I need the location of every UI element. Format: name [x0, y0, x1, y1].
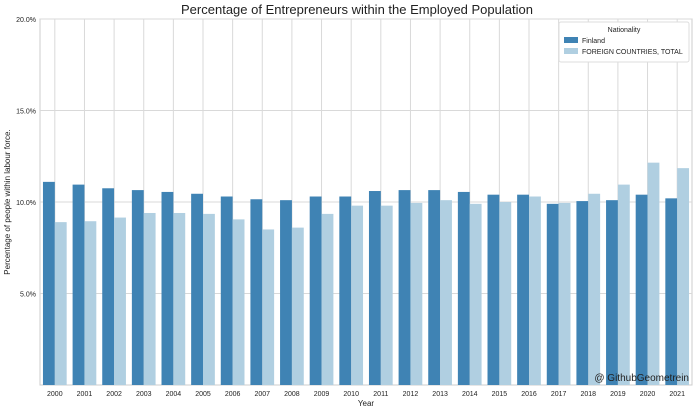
x-tick-label: 2016 [521, 391, 537, 398]
bar-foreign-2005 [203, 213, 215, 385]
bar-finland-2020 [635, 194, 648, 385]
x-tick-label: 2006 [225, 391, 241, 398]
legend-box [558, 21, 690, 63]
bar-finland-2015 [487, 194, 500, 385]
bar-finland-2000 [42, 181, 55, 385]
bar-foreign-2015 [499, 202, 512, 385]
bar-finland-2002 [102, 188, 115, 385]
x-tick-labels: 2000 2001 2002 2003 2004 2005 2006 2007 2008 2009… [47, 391, 685, 398]
bar-finland-2017 [546, 203, 559, 385]
bar-finland-2019 [606, 200, 618, 385]
y-tick-label: 10.0% [16, 200, 36, 207]
bars [42, 162, 690, 385]
bar-foreign-2021 [677, 168, 690, 385]
bar-foreign-2020 [647, 162, 660, 385]
bar-finland-2007 [250, 199, 263, 385]
bar-foreign-2009 [321, 213, 334, 385]
y-tick-label: 15.0% [16, 109, 36, 116]
bar-foreign-2010 [351, 205, 364, 385]
bar-foreign-2006 [232, 219, 245, 385]
bar-finland-2009 [309, 196, 322, 385]
x-tick-label: 2000 [47, 391, 63, 398]
x-tick-label: 2011 [373, 391, 388, 398]
legend-title: Nationality [608, 27, 641, 34]
legend-swatch-finland [564, 37, 578, 43]
chart-title: Percentage of Entrepreneurs within the E… [181, 2, 533, 17]
bar-foreign-2008 [291, 227, 304, 385]
bar-foreign-2001 [84, 221, 97, 385]
x-tick-label: 2012 [403, 391, 419, 398]
bar-foreign-2012 [410, 202, 423, 385]
x-tick-label: 2001 [77, 391, 93, 398]
bar-finland-2011 [368, 191, 381, 385]
bar-finland-2014 [457, 191, 470, 385]
bar-foreign-2016 [529, 196, 541, 385]
bar-finland-2006 [220, 196, 233, 385]
bar-foreign-2019 [617, 184, 630, 385]
x-tick-label: 2002 [106, 391, 122, 398]
bar-finland-2010 [339, 196, 352, 385]
x-tick-label: 2003 [136, 391, 152, 398]
x-axis-label: Year [358, 399, 375, 408]
x-tick-label: 2004 [166, 391, 182, 398]
x-tick-label: 2009 [314, 391, 330, 398]
x-tick-label: 2020 [640, 391, 656, 398]
x-tick-label: 2015 [492, 391, 508, 398]
bar-finland-2005 [191, 193, 203, 385]
y-tick-labels: 5.0% 10.0% 15.0% 20.0% [16, 17, 36, 299]
bar-foreign-2000 [54, 222, 67, 385]
x-tick-label: 2010 [343, 391, 359, 398]
bar-finland-2018 [576, 201, 589, 385]
bar-finland-2021 [665, 198, 678, 385]
bar-foreign-2011 [380, 205, 393, 385]
bar-foreign-2002 [114, 217, 126, 385]
y-tick-label: 20.0% [16, 17, 36, 24]
bar-finland-2013 [428, 190, 441, 385]
bar-finland-2004 [161, 191, 174, 385]
x-tick-label: 2014 [462, 391, 478, 398]
x-tick-label: 2019 [610, 391, 626, 398]
legend: Nationality Finland FOREIGN COUNTRIES, T… [558, 21, 690, 63]
bar-foreign-2013 [440, 200, 452, 385]
legend-swatch-foreign [564, 48, 578, 54]
watermark: @ GithubGeometrein [594, 373, 689, 384]
bar-finland-2016 [517, 194, 529, 385]
y-axis-label: Percentage of people within labour force… [3, 129, 12, 274]
legend-label-foreign: FOREIGN COUNTRIES, TOTAL [582, 49, 683, 56]
bar-finland-2008 [280, 200, 292, 385]
bar-foreign-2018 [588, 193, 601, 385]
x-tick-label: 2013 [432, 391, 448, 398]
bar-foreign-2003 [143, 212, 156, 385]
bar-foreign-2017 [558, 202, 571, 385]
bar-finland-2012 [398, 190, 411, 385]
x-tick-label: 2008 [284, 391, 300, 398]
x-tick-label: 2007 [254, 391, 270, 398]
x-tick-label: 2018 [580, 391, 596, 398]
bar-finland-2001 [72, 184, 85, 385]
bar-foreign-2004 [173, 212, 186, 385]
x-tick-label: 2021 [669, 391, 685, 398]
y-tick-label: 5.0% [20, 292, 36, 299]
x-tick-label: 2017 [551, 391, 567, 398]
bar-foreign-2014 [469, 203, 482, 385]
x-tick-label: 2005 [195, 391, 211, 398]
bar-finland-2003 [131, 190, 144, 385]
bar-foreign-2007 [262, 229, 275, 385]
legend-label-finland: Finland [582, 38, 605, 45]
